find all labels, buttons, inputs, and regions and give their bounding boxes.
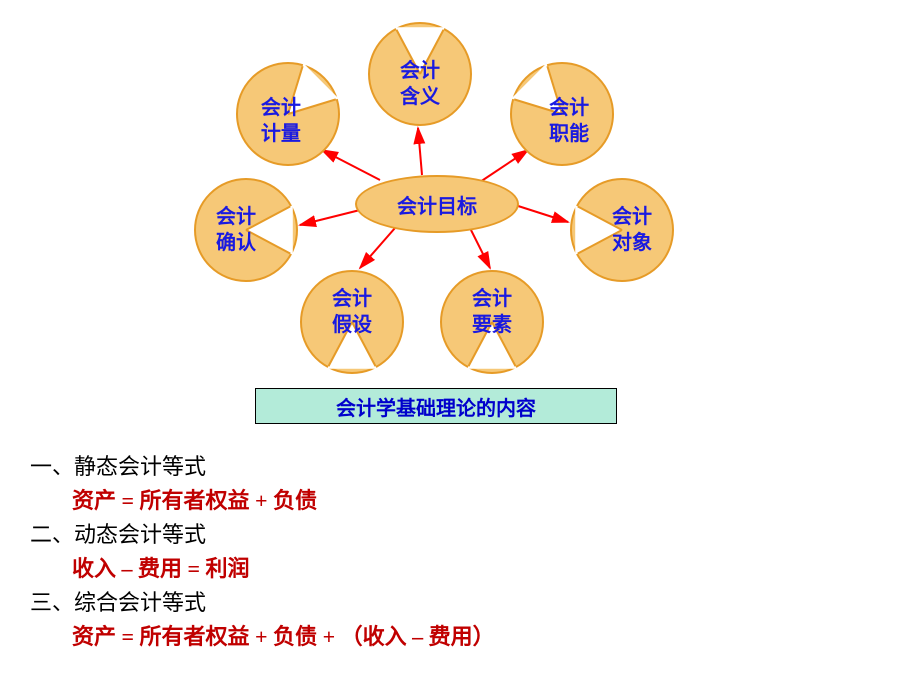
arrow — [418, 128, 422, 175]
node-confirm: 会计 确认 — [194, 178, 298, 282]
diagram-caption: 会计学基础理论的内容 — [255, 388, 617, 424]
arrow — [300, 210, 360, 225]
arrow — [470, 228, 490, 268]
eq1-heading: 一、静态会计等式 — [30, 450, 495, 484]
node-function-label: 会计 职能 — [519, 95, 619, 147]
node-meaning-label: 会计 含义 — [370, 58, 470, 110]
node-element: 会计 要素 — [440, 270, 544, 374]
node-object: 会计 对象 — [570, 178, 674, 282]
eq1-formula: 资产 = 所有者权益 + 负债 — [72, 484, 495, 518]
center-node: 会计目标 — [355, 175, 519, 233]
node-assume-label: 会计 假设 — [302, 286, 402, 338]
concept-diagram: 会计 含义会计 职能会计 对象会计 要素会计 假设会计 确认 会计 计量 会计目标… — [0, 0, 920, 430]
node-measure: 会计 计量 — [236, 62, 340, 166]
eq2-formula: 收入 – 费用 = 利润 — [72, 552, 495, 586]
node-confirm-label: 会计 确认 — [186, 204, 286, 256]
arrow — [360, 228, 395, 268]
node-object-label: 会计 对象 — [582, 204, 682, 256]
node-function: 会计 职能 — [510, 62, 614, 166]
arrow — [515, 205, 568, 222]
node-measure-label: 会计 计量 — [231, 95, 331, 147]
eq3-formula: 资产 = 所有者权益 + 负债 + （收入 – 费用） — [72, 620, 495, 654]
equations-block: 一、静态会计等式 资产 = 所有者权益 + 负债 二、动态会计等式 收入 – 费… — [30, 450, 495, 655]
node-assume: 会计 假设 — [300, 270, 404, 374]
eq2-heading: 二、动态会计等式 — [30, 518, 495, 552]
node-meaning: 会计 含义 — [368, 22, 472, 126]
eq3-heading: 三、综合会计等式 — [30, 586, 495, 620]
node-element-label: 会计 要素 — [442, 286, 542, 338]
